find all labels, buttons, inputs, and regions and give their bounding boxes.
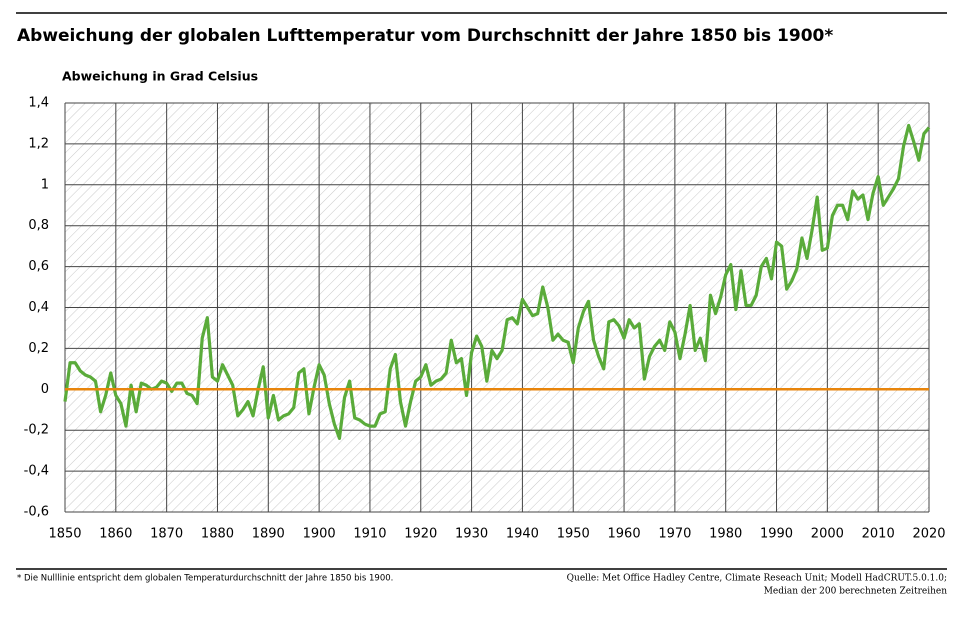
x-tick-label: 1990 (760, 527, 793, 542)
x-tick-label: 2010 (862, 527, 895, 542)
x-tick-label: 1880 (201, 527, 234, 542)
x-tick-label: 1890 (252, 527, 285, 542)
x-tick-label: 1850 (48, 527, 81, 542)
y-tick-label: 1,2 (28, 136, 49, 151)
x-tick-label: 1920 (404, 527, 437, 542)
x-tick-label: 1980 (709, 527, 742, 542)
x-tick-label: 1870 (150, 527, 183, 542)
x-tick-label: 1860 (99, 527, 132, 542)
x-tick-label: 1970 (658, 527, 691, 542)
y-axis-label: Abweichung in Grad Celsius (62, 69, 258, 84)
x-tick-label: 1940 (506, 527, 539, 542)
x-tick-label: 1930 (455, 527, 488, 542)
y-tick-label: 1,4 (28, 96, 49, 111)
y-tick-label: -0,4 (24, 464, 49, 479)
y-tick-label: 0 (41, 382, 49, 397)
x-tick-label: 2020 (912, 527, 945, 542)
y-tick-label: -0,2 (24, 423, 49, 438)
x-tick-label: 1960 (608, 527, 641, 542)
x-tick-label: 2000 (811, 527, 844, 542)
source: Median der 200 berechneten Zeitreihen (764, 587, 947, 597)
y-tick-label: 0,6 (28, 259, 49, 274)
x-tick-label: 1900 (303, 527, 336, 542)
y-tick-label: 1 (41, 177, 49, 192)
footnote: * Die Nulllinie entspricht dem globalen … (17, 574, 393, 584)
x-tick-label: 1950 (557, 527, 590, 542)
data-line (63, 123, 931, 440)
source: Quelle: Met Office Hadley Centre, Climat… (567, 574, 947, 584)
y-tick-label: 0,4 (28, 300, 49, 315)
y-tick-label: -0,6 (24, 505, 49, 520)
x-tick-label: 1910 (353, 527, 386, 542)
y-tick-label: 0,8 (28, 218, 49, 233)
chart-title: Abweichung der globalen Lufttemperatur v… (17, 26, 833, 46)
y-tick-label: 0,2 (28, 341, 49, 356)
